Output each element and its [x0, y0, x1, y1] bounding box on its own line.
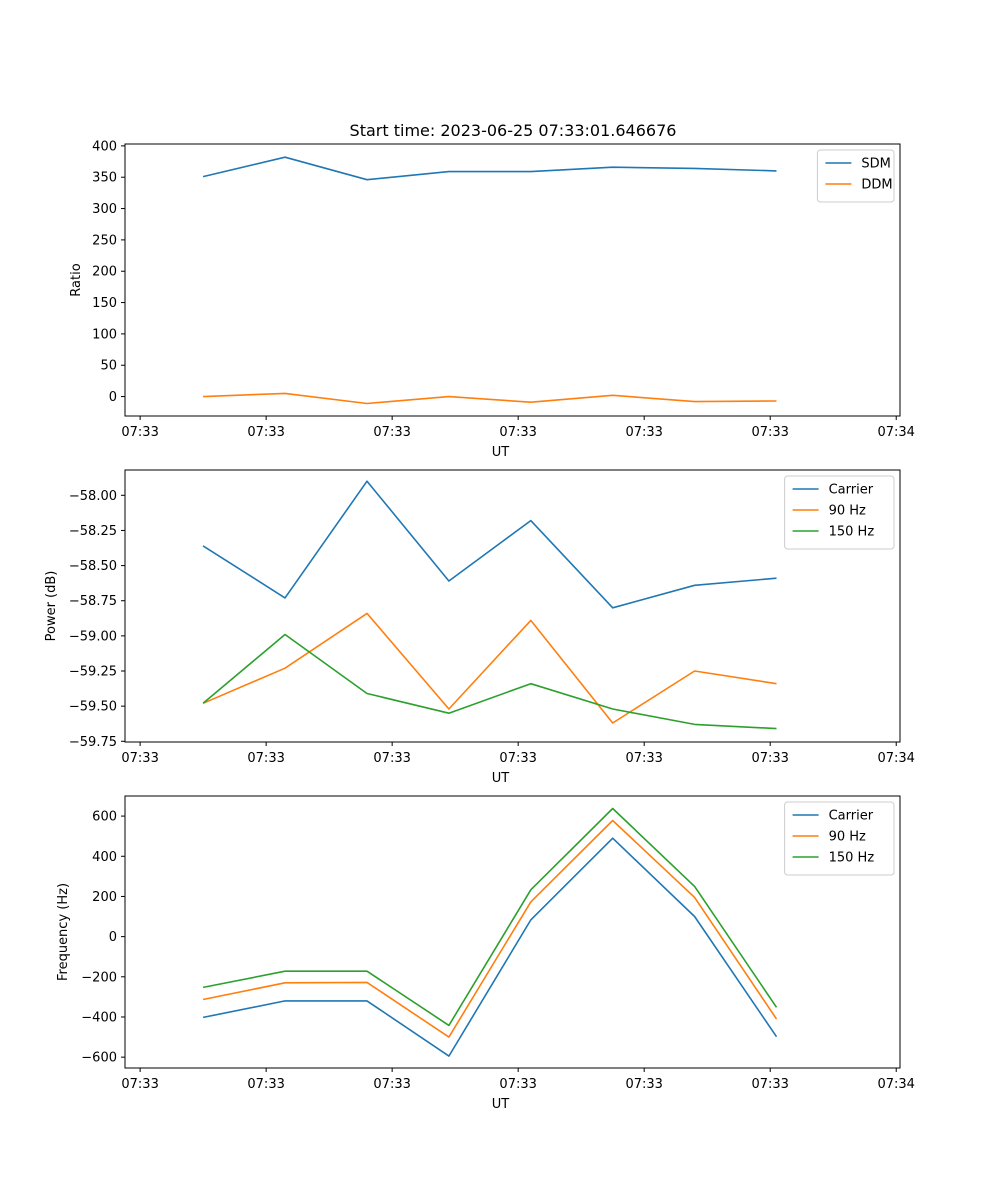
x-axis-label: UT [492, 445, 510, 460]
legend-label: 90 Hz [829, 504, 866, 519]
x-tick-label: 07:33 [751, 751, 788, 766]
y-tick-label: 200 [92, 265, 117, 280]
x-tick-label: 07:33 [373, 425, 410, 440]
legend: Carrier 90 Hz 150 Hz [784, 475, 895, 550]
y-tick-label: 400 [92, 850, 117, 865]
y-tick-label: −58.00 [69, 489, 117, 504]
y-axis-label: Ratio [69, 263, 84, 296]
series-line-90-hz [202, 612, 777, 724]
y-tick-label: −58.25 [69, 524, 117, 539]
x-tick-label: 07:33 [499, 751, 536, 766]
x-tick-label: 07:33 [373, 751, 410, 766]
y-tick-label: −600 [81, 1051, 117, 1066]
series-line-carrier [202, 837, 778, 1057]
y-tick-label: 0 [109, 930, 117, 945]
series-line-carrier [202, 480, 777, 609]
x-tick-label: 07:33 [625, 425, 662, 440]
x-tick-label: 07:33 [247, 425, 284, 440]
legend-label: 150 Hz [829, 851, 875, 866]
x-tick-label: 07:33 [247, 1077, 284, 1092]
y-tick-label: 50 [100, 359, 117, 374]
x-tick-label: 07:33 [373, 1077, 410, 1092]
series-line-sdm [202, 156, 777, 181]
x-tick-label: 07:33 [751, 425, 788, 440]
y-axis-label: Frequency (Hz) [56, 883, 71, 981]
x-tick-label: 07:33 [121, 425, 158, 440]
y-tick-label: 150 [92, 296, 117, 311]
axes-frame [124, 143, 901, 417]
y-tick-label: −59.75 [69, 735, 117, 750]
y-axis-label: Power (dB) [44, 571, 59, 642]
y-tick-label: 100 [92, 327, 117, 342]
series-line-ddm [203, 392, 777, 405]
chart-panel-2: 07:33 07:33 07:33 07:33 07:33 07:33 07:34 −59.7… [44, 469, 915, 786]
panels: 07:33 07:33 07:33 07:33 07:33 07:33 07:34 0 50 10… [44, 139, 915, 1112]
x-tick-label: 07:33 [625, 1077, 662, 1092]
y-tick-label: 0 [109, 390, 117, 405]
y-tick-label: 350 [92, 171, 117, 186]
x-axis-label: UT [492, 771, 510, 786]
axes-frame [124, 795, 901, 1069]
legend-label: Carrier [829, 483, 874, 498]
series-line-150-hz [202, 807, 778, 1027]
series-line-90-hz [202, 819, 778, 1038]
y-tick-label: −200 [81, 970, 117, 985]
x-tick-label: 07:33 [121, 751, 158, 766]
x-axis-label: UT [492, 1097, 510, 1112]
y-tick-label: 250 [92, 233, 117, 248]
legend-label: 90 Hz [829, 830, 866, 845]
legend-label: Carrier [829, 809, 874, 824]
x-tick-label: 07:34 [877, 751, 914, 766]
y-tick-label: −400 [81, 1010, 117, 1025]
x-tick-label: 07:33 [121, 1077, 158, 1092]
y-tick-label: 600 [92, 810, 117, 825]
chart-panel-1: 07:33 07:33 07:33 07:33 07:33 07:33 07:34 0 50 10… [69, 139, 915, 460]
y-tick-label: 300 [92, 202, 117, 217]
legend: SDM DDM [816, 149, 895, 203]
x-tick-label: 07:33 [751, 1077, 788, 1092]
y-tick-label: −58.75 [69, 594, 117, 609]
legend-label: 150 Hz [829, 525, 875, 540]
x-tick-label: 07:34 [877, 1077, 914, 1092]
chart-panel-3: 07:33 07:33 07:33 07:33 07:33 07:33 07:34 −600 −… [56, 795, 915, 1112]
y-tick-label: 200 [92, 890, 117, 905]
legend-label: DDM [861, 178, 892, 193]
figure-title: Start time: 2023-06-25 07:33:01.646676 [350, 121, 677, 140]
y-tick-label: −59.00 [69, 629, 117, 644]
legend: Carrier 90 Hz 150 Hz [784, 801, 895, 876]
x-tick-label: 07:33 [499, 425, 536, 440]
x-tick-label: 07:33 [499, 1077, 536, 1092]
x-tick-label: 07:33 [247, 751, 284, 766]
x-tick-label: 07:33 [625, 751, 662, 766]
y-tick-label: 400 [92, 139, 117, 154]
y-tick-label: −59.50 [69, 700, 117, 715]
legend-label: SDM [861, 157, 890, 172]
x-tick-label: 07:34 [877, 425, 914, 440]
axes-frame [124, 469, 901, 743]
series-line-150-hz [202, 633, 777, 730]
y-tick-label: −58.50 [69, 559, 117, 574]
y-tick-label: −59.25 [69, 665, 117, 680]
